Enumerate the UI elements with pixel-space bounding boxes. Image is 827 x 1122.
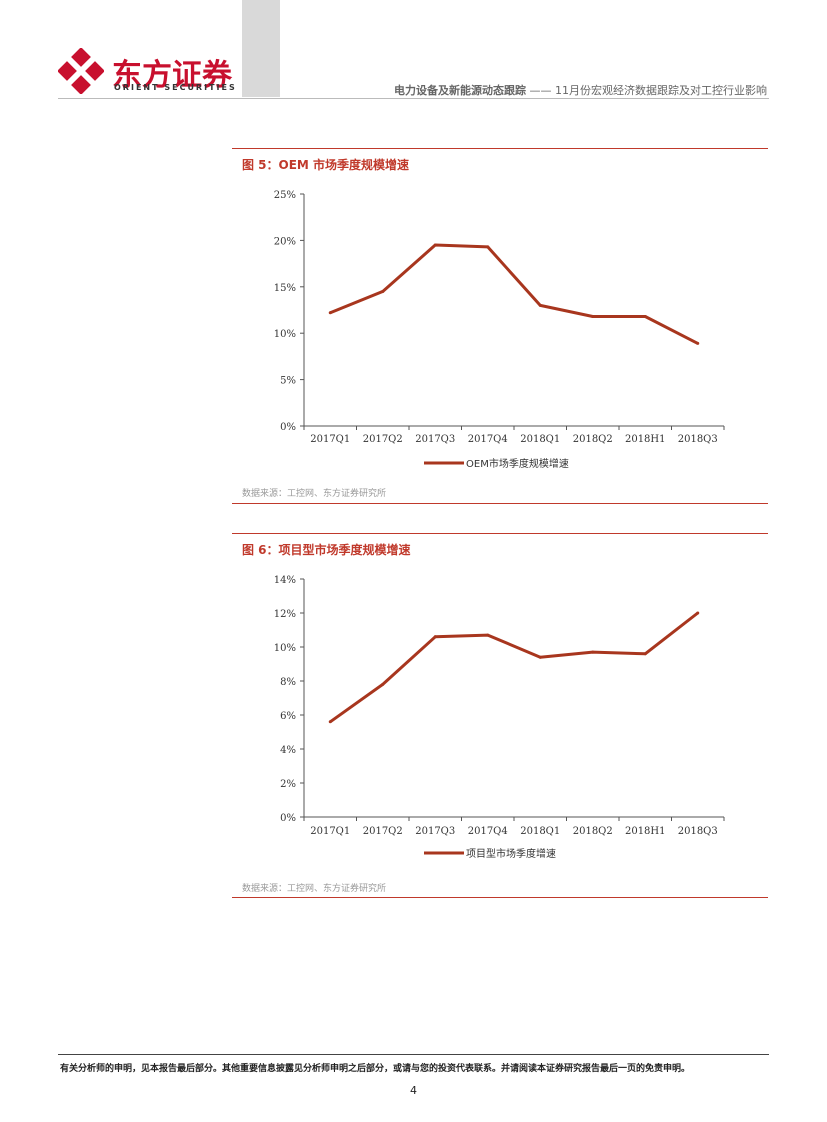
data-point [538,655,542,659]
footer-disclaimer: 有关分析师的申明，见本报告最后部分。其他重要信息披露见分析师申明之后部分，或请与… [60,1064,691,1074]
x-tick-label: 2017Q2 [363,826,403,837]
figure-source: 数据来源：工控网、东方证券研究所 [242,489,387,499]
data-point [538,303,542,307]
orient-logo-icon [58,48,104,94]
page-number: 4 [410,1084,417,1097]
figure-title: 图 5：OEM 市场季度规模增速 [242,158,410,172]
oem-growth-chart: 0% 5% 10% 15% 20% 25% 2017Q1 2017Q2 2017Q3 2017Q4… [274,190,725,470]
data-point [643,314,647,318]
x-tick-label: 2017Q4 [468,826,508,837]
data-point [328,311,332,315]
x-tick-label: 2018Q2 [573,826,613,837]
figure-5: 图 5：OEM 市场季度规模增速 0% 5% 10% 15% 20% 25% 2017Q1 2… [232,148,768,508]
y-tick-label: 6% [280,711,296,722]
series-line [329,611,699,724]
x-tick-label: 2018Q1 [520,434,560,445]
report-title-sub: —— 11月份宏观经济数据跟踪及对工控行业影响 [529,84,768,97]
x-tick-label: 2017Q1 [310,434,350,445]
data-point [696,341,700,345]
x-tick-label: 2018Q1 [520,826,560,837]
y-tick-label: 0% [280,422,296,433]
data-point [381,289,385,293]
x-tick-label: 2017Q4 [468,434,508,445]
x-tick-label: 2018Q3 [678,826,718,837]
y-tick-label: 15% [274,283,296,294]
figure-title: 图 6：项目型市场季度规模增速 [242,543,411,557]
y-tick-label: 12% [274,609,296,620]
figure-top-rule [232,148,768,149]
data-point [328,720,332,724]
y-tick-label: 20% [274,236,296,247]
x-tick-label: 2018Q3 [678,434,718,445]
data-point [433,635,437,639]
y-tick-label: 10% [274,643,296,654]
data-point [433,243,437,247]
x-tick-label: 2017Q1 [310,826,350,837]
figure-top-rule [232,533,768,534]
x-tick-label: 2018Q2 [573,434,613,445]
y-tick-label: 5% [280,376,296,387]
series-line [329,243,699,345]
brand-name-cn: 东方证券 [112,58,232,93]
header-grey-block [242,0,280,97]
x-tick-label: 2017Q3 [415,434,455,445]
x-tick-label: 2018H1 [625,826,666,837]
data-point [486,245,490,249]
header-divider [58,98,769,99]
data-point [643,652,647,656]
figure-bottom-rule [232,897,768,898]
legend-label: OEM市场季度规模增速 [466,457,569,470]
legend-label: 项目型市场季度增速 [466,847,556,860]
y-tick-label: 4% [280,745,296,756]
figure-6: 图 6：项目型市场季度规模增速 0% 2% 4% 6% 8% 10% 12% 14% 2017Q… [232,533,768,901]
brand-name-en: ORIENT SECURITIES [114,83,237,92]
report-title: 电力设备及新能源动态跟踪 —— 11月份宏观经济数据跟踪及对工控行业影响 [394,82,767,98]
data-point [486,633,490,637]
y-tick-label: 2% [280,779,296,790]
y-tick-label: 25% [274,190,296,201]
figure-bottom-rule [232,503,768,504]
y-tick-label: 0% [280,813,296,824]
data-point [591,314,595,318]
data-point [591,650,595,654]
y-tick-label: 14% [274,575,296,586]
data-point [381,682,385,686]
footer-divider [58,1054,769,1055]
x-tick-label: 2017Q3 [415,826,455,837]
x-tick-label: 2017Q2 [363,434,403,445]
data-point [696,611,700,615]
report-title-main: 电力设备及新能源动态跟踪 [394,84,526,97]
figure-source: 数据来源：工控网、东方证券研究所 [242,884,387,894]
project-growth-chart: 0% 2% 4% 6% 8% 10% 12% 14% 2017Q1 2017Q2 2017Q3 201… [274,575,725,860]
y-tick-label: 8% [280,677,296,688]
x-tick-label: 2018H1 [625,434,666,445]
y-tick-label: 10% [274,329,296,340]
